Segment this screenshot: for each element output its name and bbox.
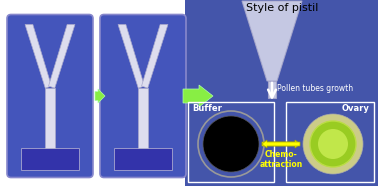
Text: Chemo-
attraction: Chemo- attraction [259,150,303,169]
Polygon shape [142,25,168,88]
Text: Ovary: Ovary [342,104,370,113]
Polygon shape [25,25,51,88]
Text: Style of pistil: Style of pistil [246,3,318,13]
Circle shape [303,114,363,174]
Bar [185,0,378,186]
Polygon shape [45,88,55,148]
Polygon shape [138,88,148,148]
Circle shape [310,121,356,167]
FancyArrow shape [95,89,105,103]
Bar [188,102,274,182]
Bar [21,148,79,169]
FancyArrow shape [183,85,213,107]
Polygon shape [49,25,75,88]
Bar [0,0,190,186]
Circle shape [203,116,259,172]
Circle shape [318,129,348,159]
Bar [114,148,172,169]
Text: Pollen tubes growth: Pollen tubes growth [277,84,353,92]
Polygon shape [242,1,302,81]
Polygon shape [118,25,144,88]
Polygon shape [268,81,276,98]
FancyArrow shape [262,140,300,148]
Text: Buffer: Buffer [192,104,222,113]
FancyBboxPatch shape [100,15,186,177]
FancyBboxPatch shape [7,15,93,177]
Bar [286,102,374,182]
FancyArrow shape [262,140,300,148]
